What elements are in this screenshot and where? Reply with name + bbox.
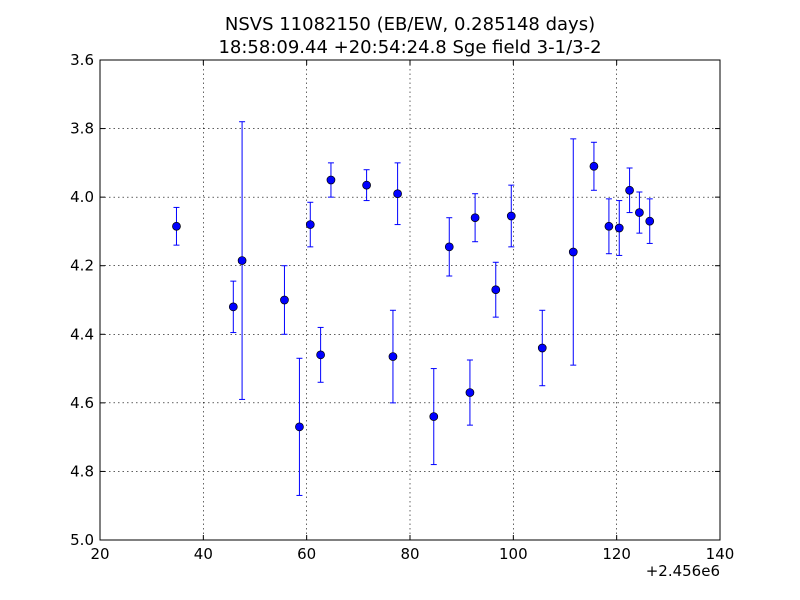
x-tick-label: 140 bbox=[706, 545, 735, 563]
y-tick-label: 3.8 bbox=[70, 120, 94, 138]
data-point bbox=[172, 221, 181, 231]
x-offset-label: +2.456e6 bbox=[646, 562, 720, 580]
data-point bbox=[295, 422, 304, 432]
data-point bbox=[645, 216, 655, 226]
data-point bbox=[305, 220, 315, 229]
y-tick-label: 4.4 bbox=[70, 325, 94, 343]
data-point bbox=[393, 189, 402, 199]
data-point bbox=[568, 247, 578, 257]
x-tick-label: 80 bbox=[400, 545, 419, 563]
data-point bbox=[388, 352, 398, 361]
x-tick-label: 40 bbox=[194, 545, 213, 563]
chart-title-line1: NSVS 11082150 (EB/EW, 0.285148 days) bbox=[225, 14, 595, 35]
y-tick-label: 4.2 bbox=[70, 257, 94, 275]
data-point bbox=[625, 185, 634, 195]
data-point bbox=[228, 302, 238, 312]
data-point bbox=[491, 285, 501, 295]
data-point bbox=[237, 256, 247, 265]
data-point bbox=[614, 223, 624, 233]
x-tick-label: 60 bbox=[297, 545, 316, 563]
data-point bbox=[429, 412, 439, 421]
data-point bbox=[280, 295, 289, 305]
data-point bbox=[470, 213, 480, 223]
data-point bbox=[316, 350, 325, 360]
data-point bbox=[635, 208, 644, 217]
data-point bbox=[604, 221, 614, 231]
chart-title-line2: 18:58:09.44 +20:54:24.8 Sge field 3-1/3-… bbox=[218, 37, 601, 58]
y-tick-label: 4.6 bbox=[70, 394, 94, 412]
data-point bbox=[326, 175, 336, 185]
y-tick-label: 4.8 bbox=[70, 462, 94, 480]
x-tick-label: 120 bbox=[602, 545, 631, 563]
data-point bbox=[506, 211, 516, 221]
data-point bbox=[362, 180, 371, 190]
data-points bbox=[172, 121, 655, 496]
plot-frame bbox=[99, 59, 721, 541]
data-point bbox=[537, 343, 547, 353]
y-tick-label: 5.0 bbox=[70, 531, 94, 549]
data-point bbox=[465, 388, 475, 397]
data-point bbox=[444, 242, 454, 252]
y-tick-label: 4.0 bbox=[70, 188, 94, 206]
x-tick-label: 20 bbox=[90, 545, 109, 563]
grid bbox=[99, 59, 721, 541]
y-tick-label: 3.6 bbox=[70, 51, 94, 69]
x-tick-label: 100 bbox=[499, 545, 528, 563]
axis-ticks: 20 40 60 80 100 120 140 3.6 3.8 4.0 4.2 4.4 4.6 4.8 5.… bbox=[70, 51, 734, 563]
data-point bbox=[589, 161, 599, 171]
